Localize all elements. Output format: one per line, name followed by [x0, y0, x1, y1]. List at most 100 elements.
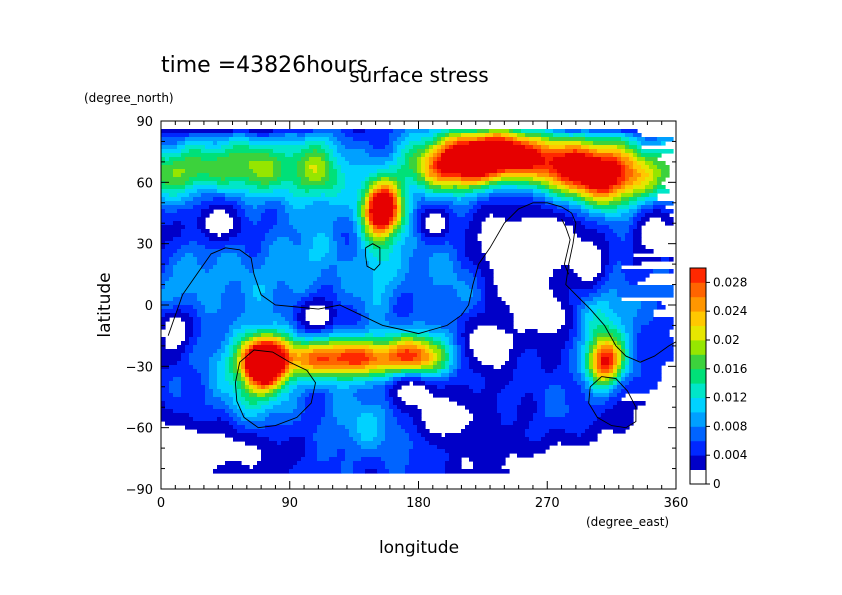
heatmap-cell	[377, 173, 418, 178]
heatmap-cell	[185, 345, 194, 350]
heatmap-cell	[329, 165, 334, 170]
heatmap-cell	[405, 373, 422, 378]
heatmap-cell	[261, 449, 306, 454]
heatmap-cell	[449, 377, 486, 382]
heatmap-cell	[413, 341, 422, 346]
heatmap-cell	[397, 189, 402, 194]
heatmap-cell	[365, 233, 370, 238]
heatmap-cell	[597, 309, 602, 314]
heatmap-cell	[301, 157, 310, 162]
heatmap-cell	[313, 281, 342, 286]
heatmap-cell	[337, 385, 350, 390]
heatmap-cell	[397, 301, 414, 306]
heatmap-cell	[277, 213, 290, 218]
heatmap-cell	[633, 157, 638, 162]
heatmap-cell	[625, 329, 634, 334]
heatmap-cell	[161, 305, 174, 310]
heatmap-cell	[261, 405, 274, 410]
heatmap-cell	[405, 225, 410, 230]
heatmap-cell	[377, 257, 390, 262]
heatmap-cell	[281, 349, 286, 354]
heatmap-cell	[329, 313, 338, 318]
heatmap-cell	[453, 361, 458, 366]
heatmap-cell	[469, 309, 486, 314]
heatmap-cell	[253, 377, 274, 382]
heatmap-cell	[589, 373, 594, 378]
heatmap-cell	[277, 177, 302, 182]
heatmap-cell	[205, 309, 218, 314]
heatmap-cell	[369, 173, 378, 178]
heatmap-cell	[609, 305, 642, 310]
heatmap-cell	[633, 185, 646, 190]
heatmap-cell	[257, 393, 266, 398]
heatmap-cell	[289, 345, 294, 350]
heatmap-cell	[609, 257, 634, 262]
heatmap-cell	[313, 129, 342, 134]
heatmap-cell	[461, 173, 486, 178]
heatmap-cell	[181, 153, 230, 158]
heatmap-cell	[413, 249, 458, 254]
heatmap-cell	[641, 301, 658, 306]
heatmap-cell	[457, 337, 466, 342]
heatmap-cell	[369, 373, 386, 378]
heatmap-cell	[245, 345, 250, 350]
heatmap-cell	[161, 373, 202, 378]
heatmap-cell	[401, 189, 406, 194]
heatmap-cell	[573, 225, 586, 230]
heatmap-cell	[241, 281, 278, 286]
heatmap-cell	[445, 149, 538, 154]
heatmap-cell	[385, 393, 390, 398]
heatmap-cell	[209, 269, 250, 274]
heatmap-cell	[405, 469, 446, 474]
heatmap-cell	[365, 213, 370, 218]
heatmap-cell	[229, 393, 238, 398]
heatmap-cell	[465, 213, 474, 218]
heatmap-cell	[641, 181, 650, 186]
heatmap-cell	[161, 189, 186, 194]
heatmap-cell	[161, 365, 170, 370]
heatmap-cell	[305, 133, 334, 138]
heatmap-cell	[413, 357, 422, 362]
heatmap-cell	[577, 365, 582, 370]
heatmap-cell	[209, 205, 234, 210]
heatmap-cell	[293, 345, 310, 350]
heatmap-cell	[461, 333, 470, 338]
heatmap-cell	[241, 389, 246, 394]
heatmap-cell	[629, 225, 638, 230]
heatmap-cell	[393, 309, 414, 314]
heatmap-cell	[173, 253, 186, 258]
heatmap-cell	[517, 453, 534, 458]
heatmap-cell	[361, 437, 374, 442]
heatmap-cell	[469, 297, 482, 302]
heatmap-cell	[385, 289, 394, 294]
heatmap-cell	[625, 325, 634, 330]
heatmap-cell	[377, 469, 390, 474]
heatmap-cell	[161, 145, 178, 150]
heatmap-cell	[409, 165, 418, 170]
heatmap-cell	[429, 345, 438, 350]
heatmap-cell	[449, 225, 470, 230]
heatmap-cell	[625, 145, 630, 150]
heatmap-cell	[357, 253, 366, 258]
heatmap-cell	[613, 265, 622, 270]
heatmap-cell	[357, 205, 362, 210]
heatmap-cell	[273, 393, 278, 398]
heatmap-cell	[605, 401, 618, 406]
heatmap-cell	[257, 381, 262, 386]
heatmap-cell	[325, 173, 330, 178]
heatmap-cell	[265, 409, 294, 414]
heatmap-cell	[621, 129, 638, 134]
heatmap-cell	[297, 161, 306, 166]
colorbar-swatch	[690, 268, 706, 283]
heatmap-cell	[537, 349, 562, 354]
heatmap-cell	[397, 205, 402, 210]
heatmap-cell	[417, 237, 422, 242]
heatmap-cell	[621, 161, 626, 166]
heatmap-cell	[329, 169, 338, 174]
heatmap-cell	[633, 249, 654, 254]
heatmap-cell	[185, 337, 190, 342]
heatmap-cell	[485, 289, 498, 294]
heatmap-cell	[217, 185, 258, 190]
heatmap-cell	[197, 225, 206, 230]
heatmap-cell	[593, 153, 614, 158]
